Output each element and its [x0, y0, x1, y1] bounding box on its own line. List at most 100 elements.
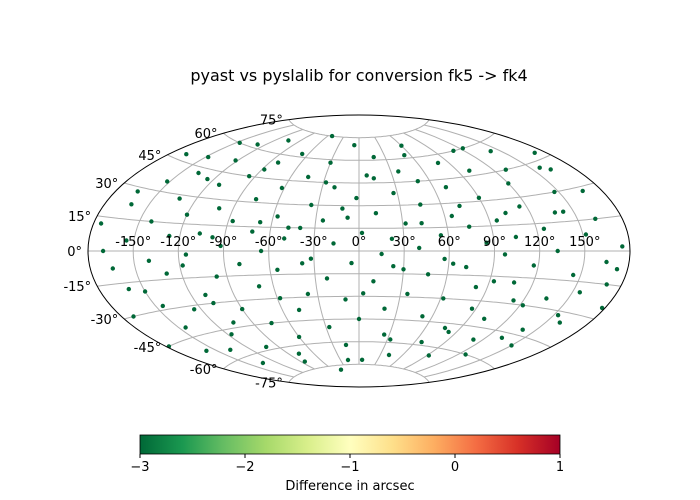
data-point	[391, 264, 396, 269]
data-point	[379, 251, 384, 257]
data-point	[167, 233, 172, 239]
data-point	[164, 271, 169, 276]
latitude-tick-label: -30°	[91, 313, 119, 328]
data-point	[532, 150, 537, 155]
data-point	[177, 196, 182, 201]
data-point	[110, 266, 116, 271]
data-point	[415, 179, 420, 184]
data-point	[247, 174, 252, 179]
data-point	[371, 279, 376, 284]
data-point	[463, 352, 468, 357]
latitude-tick-label: 15°	[68, 210, 91, 225]
data-point	[438, 233, 444, 238]
data-point	[237, 140, 242, 145]
data-point	[309, 202, 314, 208]
data-point	[203, 292, 208, 298]
data-point	[328, 160, 333, 165]
longitude-tick-label: 60°	[438, 235, 461, 250]
data-point	[405, 291, 410, 297]
data-point	[502, 252, 508, 257]
data-point	[345, 215, 350, 220]
data-point	[260, 360, 266, 366]
longitude-tick-label: 0°	[352, 235, 367, 250]
data-point	[511, 280, 517, 285]
map-boundary	[87, 114, 631, 388]
data-point	[435, 160, 441, 166]
data-point	[349, 260, 354, 266]
data-point	[296, 334, 302, 340]
data-point	[229, 332, 234, 337]
data-point	[467, 168, 472, 173]
data-point	[482, 316, 487, 321]
data-point	[580, 188, 585, 194]
data-point	[473, 284, 479, 290]
data-point	[345, 357, 351, 363]
data-point	[233, 158, 238, 163]
colorbar	[139, 434, 561, 455]
data-point	[183, 325, 188, 330]
meridian-line	[177, 129, 303, 373]
data-point	[484, 240, 489, 245]
data-point	[614, 267, 620, 272]
data-point	[499, 335, 505, 340]
data-point	[300, 151, 305, 157]
data-point	[491, 279, 497, 284]
graticule-grid	[88, 119, 630, 383]
data-point	[300, 261, 305, 266]
data-point	[389, 236, 395, 241]
data-point	[218, 243, 223, 249]
data-point	[391, 190, 396, 196]
data-point	[332, 185, 337, 190]
data-point	[184, 152, 189, 157]
data-point	[184, 212, 190, 217]
longitude-tick-label: -90°	[210, 235, 238, 250]
data-point	[296, 307, 302, 313]
data-point	[604, 259, 609, 265]
data-point	[361, 291, 366, 296]
data-point	[228, 347, 233, 352]
data-point	[277, 296, 283, 301]
data-point	[100, 248, 106, 254]
data-point	[511, 298, 516, 303]
data-point	[196, 170, 201, 176]
data-point	[593, 216, 598, 221]
data-points	[98, 133, 625, 372]
data-point	[552, 210, 558, 215]
data-point	[467, 224, 472, 229]
data-point	[206, 154, 211, 160]
data-point	[544, 296, 549, 301]
data-point	[425, 272, 431, 277]
data-point	[216, 182, 222, 187]
data-point	[237, 261, 242, 267]
data-point	[419, 221, 424, 226]
data-point	[343, 297, 348, 302]
data-point	[240, 306, 245, 312]
data-point	[401, 267, 406, 272]
latitude-tick-label: 60°	[194, 127, 217, 142]
data-point	[371, 176, 376, 181]
data-point	[373, 211, 379, 216]
data-point	[537, 165, 542, 170]
data-point	[275, 160, 281, 165]
longitude-tick-label: -60°	[255, 235, 283, 250]
data-point	[320, 218, 326, 223]
longitude-tick-label: -120°	[160, 235, 196, 250]
data-point	[388, 337, 393, 342]
data-point	[160, 303, 165, 309]
data-point	[331, 241, 336, 246]
data-point	[165, 179, 170, 184]
data-point	[561, 209, 566, 214]
data-point	[142, 289, 148, 294]
data-point	[541, 226, 547, 231]
data-point	[354, 195, 359, 201]
data-point	[211, 300, 216, 306]
data-point	[548, 167, 553, 172]
data-point	[517, 204, 522, 209]
data-point	[126, 286, 131, 292]
latitude-tick-label: -75°	[255, 376, 283, 391]
colorbar-tick-label: −3	[130, 460, 149, 475]
latitude-tick-label: 30°	[95, 177, 118, 192]
data-point	[124, 238, 129, 243]
colorbar-tick-label: −2	[235, 460, 254, 475]
data-point	[286, 225, 291, 230]
